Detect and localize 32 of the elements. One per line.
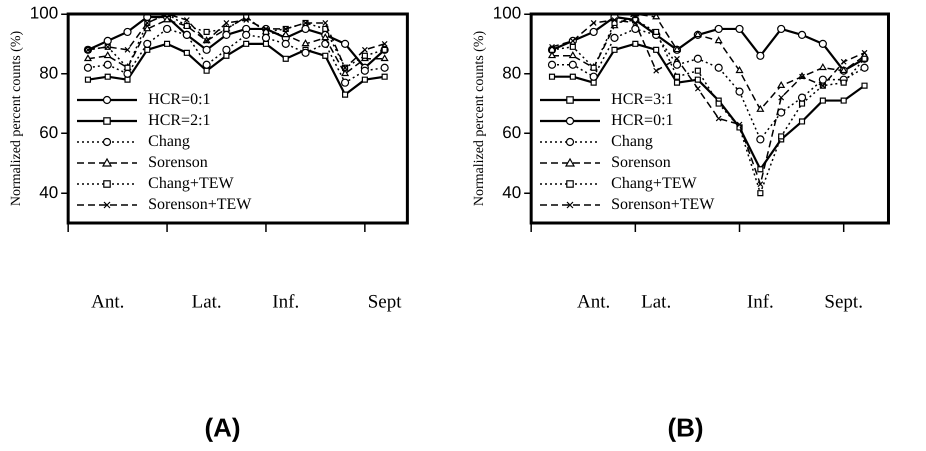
legend-label: Sorenson: [611, 154, 671, 172]
legend-label: Chang+TEW: [148, 174, 234, 192]
y-tick-label: 100: [492, 4, 522, 23]
y-tick-label: 60: [502, 123, 522, 142]
y-tick-label: 80: [502, 63, 522, 82]
x-tick-label: Ant.: [577, 291, 610, 312]
x-tick-label: Sept.: [824, 291, 863, 312]
y-tick-label: 80: [39, 63, 58, 82]
x-tick-label: Sept: [368, 291, 402, 312]
legend-label: HCR=3:1: [611, 90, 674, 108]
legend-label: HCR=2:1: [148, 112, 211, 130]
y-tick-label: 60: [39, 123, 58, 142]
y-axis-title: Normalized percent counts (%): [472, 30, 488, 206]
legend-label: HCR=0:1: [611, 112, 674, 130]
legend-label: Sorenson+TEW: [148, 196, 252, 214]
legend-label: Chang+TEW: [611, 174, 697, 192]
x-tick-label: Inf.: [746, 291, 774, 312]
x-tick-label: Lat.: [641, 291, 672, 312]
legend-label: Chang: [611, 132, 653, 150]
legend-label: Sorenson+TEW: [611, 196, 714, 214]
text: (A): [204, 412, 241, 443]
text: (B): [667, 412, 704, 443]
legend-label: HCR=0:1: [148, 90, 211, 108]
x-tick-label: Ant.: [91, 291, 124, 312]
y-tick-label: 40: [502, 182, 522, 202]
x-tick-label: Inf.: [272, 291, 300, 312]
y-tick-label: 100: [30, 4, 58, 23]
y-tick-label: 40: [39, 182, 58, 202]
x-tick-label: Lat.: [192, 291, 222, 312]
y-axis-title: Normalized percent counts (%): [9, 30, 24, 206]
legend-label: Sorenson: [148, 154, 208, 172]
legend-label: Chang: [148, 132, 190, 150]
